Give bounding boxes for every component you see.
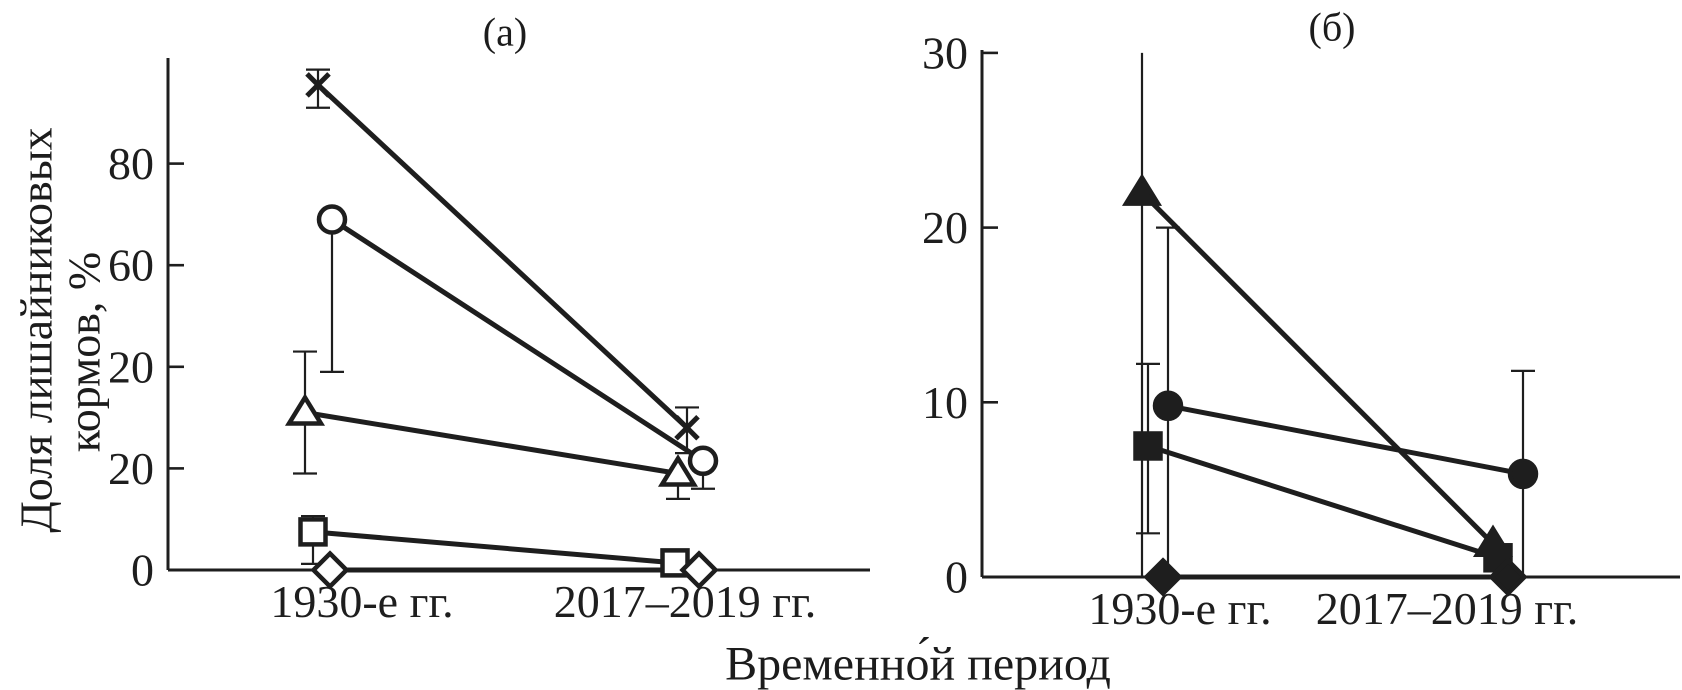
y-tick-label-b: 30 [922, 27, 968, 78]
series-line-circle-filled [1167, 403, 1524, 477]
y-axis-label-line2: кормов, % [58, 251, 110, 453]
marker-diamond-filled [1488, 557, 1528, 597]
y-axis-label-line1: Доля лишайниковых [10, 127, 62, 533]
marker-triangle-open [284, 393, 326, 426]
marker-cross-open [674, 414, 700, 441]
series-line-circle-open [330, 217, 705, 463]
y-tick-label-a: 20 [108, 443, 154, 494]
x-category-label-b: 1930-е гг. [1088, 583, 1271, 634]
y-tick-label-a: 60 [108, 240, 154, 291]
series-line-square-filled [1147, 443, 1499, 561]
x-category-label-a: 2017–2019 гг. [554, 576, 817, 627]
marker-diamond-filled [1143, 557, 1183, 597]
marker-triangle-open [657, 454, 699, 487]
marker-circle-filled [1507, 458, 1539, 490]
y-tick-label-a: 20 [108, 341, 154, 392]
panel-b-title: (б) [1308, 4, 1356, 50]
y-tick-label-b: 10 [922, 377, 968, 428]
marker-square-open [298, 517, 328, 547]
marker-circle-open [316, 204, 348, 235]
y-tick-label-a: 0 [131, 545, 154, 596]
x-axis-label: Временно́й период [725, 637, 1111, 690]
marker-circle-open [687, 445, 719, 477]
marker-cross-open [305, 72, 331, 98]
marker-square-filled [1133, 431, 1163, 461]
x-category-label-b: 2017–2019 гг. [1316, 583, 1579, 634]
marker-diamond-open [679, 550, 719, 590]
marker-diamond-open [310, 550, 350, 590]
x-category-label-a: 1930-е гг. [270, 576, 453, 627]
y-tick-label-a: 80 [108, 138, 154, 189]
series-line-triangle-open [304, 410, 679, 476]
y-tick-label-b: 0 [945, 552, 968, 603]
marker-triangle-filled [1121, 173, 1163, 206]
series-line-square-open [312, 529, 676, 566]
series-line-triangle-filled [1140, 190, 1495, 546]
marker-circle-filled [1152, 390, 1184, 422]
y-tick-label-b: 20 [922, 202, 968, 253]
series-line-cross-open [316, 83, 689, 430]
panel-a-title: (а) [482, 9, 528, 55]
